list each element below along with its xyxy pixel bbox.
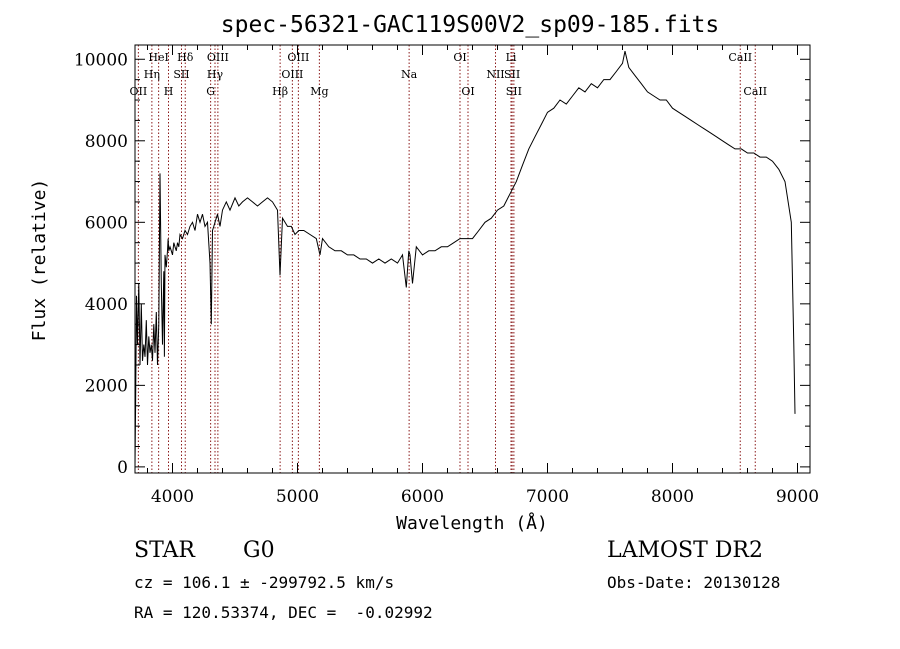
line-label-15: OI xyxy=(461,85,474,98)
x-tick-label-9000: 9000 xyxy=(776,487,819,507)
y-tick-label-0: 0 xyxy=(117,458,128,478)
y-tick-label-10000: 10000 xyxy=(74,50,128,70)
coordinates: RA = 120.53374, DEC = -0.02992 xyxy=(134,603,433,622)
line-label-3: H xyxy=(164,85,174,98)
line-label-0: HeI xyxy=(148,51,168,64)
y-tick-label-6000: 6000 xyxy=(85,213,128,233)
axis-ticks xyxy=(135,45,810,473)
object-class: STAR xyxy=(134,538,195,563)
line-label-14: OI xyxy=(453,51,466,64)
y-tick-label-4000: 4000 xyxy=(85,295,128,315)
spectrum-series-line xyxy=(134,50,796,467)
y-axis-label: Flux (relative) xyxy=(29,179,50,342)
y-tick-label-8000: 8000 xyxy=(85,132,128,152)
chart-title: spec-56321-GAC119S00V2_sp09-185.fits xyxy=(221,12,720,38)
line-label-10: OIII xyxy=(287,51,309,64)
axis-tick-labels: 4000 5000 6000 7000 8000 9000 0 2000 4000 6000 800… xyxy=(74,50,819,507)
x-tick-label-5000: 5000 xyxy=(276,487,319,507)
line-label-9: Hβ xyxy=(272,85,288,98)
line-label-6: OIII xyxy=(207,51,229,64)
x-axis-label: Wavelength (Å) xyxy=(396,512,548,534)
emission-line-markers xyxy=(137,45,756,473)
line-label-16: NII xyxy=(486,68,504,81)
line-label-2: OII xyxy=(130,85,148,98)
line-label-1: Hη xyxy=(144,68,160,81)
survey-name: LAMOST DR2 xyxy=(607,538,763,563)
x-tick-label-4000: 4000 xyxy=(151,487,194,507)
line-label-21: CaII xyxy=(743,85,767,98)
line-label-7: Hγ xyxy=(207,68,224,81)
x-tick-label-7000: 7000 xyxy=(526,487,569,507)
line-label-4: Hδ xyxy=(177,51,194,64)
line-label-5: SII xyxy=(173,68,189,81)
line-label-8: G xyxy=(206,85,215,98)
line-label-17: SII xyxy=(504,68,520,81)
y-tick-label-2000: 2000 xyxy=(85,376,128,396)
redshift-velocity: cz = 106.1 ± -299792.5 km/s xyxy=(134,573,395,592)
line-label-19: SII xyxy=(506,85,522,98)
x-tick-label-6000: 6000 xyxy=(401,487,444,507)
line-label-13: Na xyxy=(401,68,418,81)
emission-line-labels: HeI Hη OII H Hδ SII OIII Hγ G Hβ OIII OIII Mg Na OI OI N… xyxy=(130,51,768,98)
line-label-12: Mg xyxy=(310,85,328,98)
line-label-11: OIII xyxy=(281,68,303,81)
object-subclass: G0 xyxy=(243,538,275,563)
observation-date: Obs-Date: 20130128 xyxy=(607,573,781,592)
x-tick-label-8000: 8000 xyxy=(651,487,694,507)
plot-frame xyxy=(134,44,811,474)
line-label-20: CaII xyxy=(728,51,752,64)
line-label-18: Li xyxy=(506,51,517,64)
